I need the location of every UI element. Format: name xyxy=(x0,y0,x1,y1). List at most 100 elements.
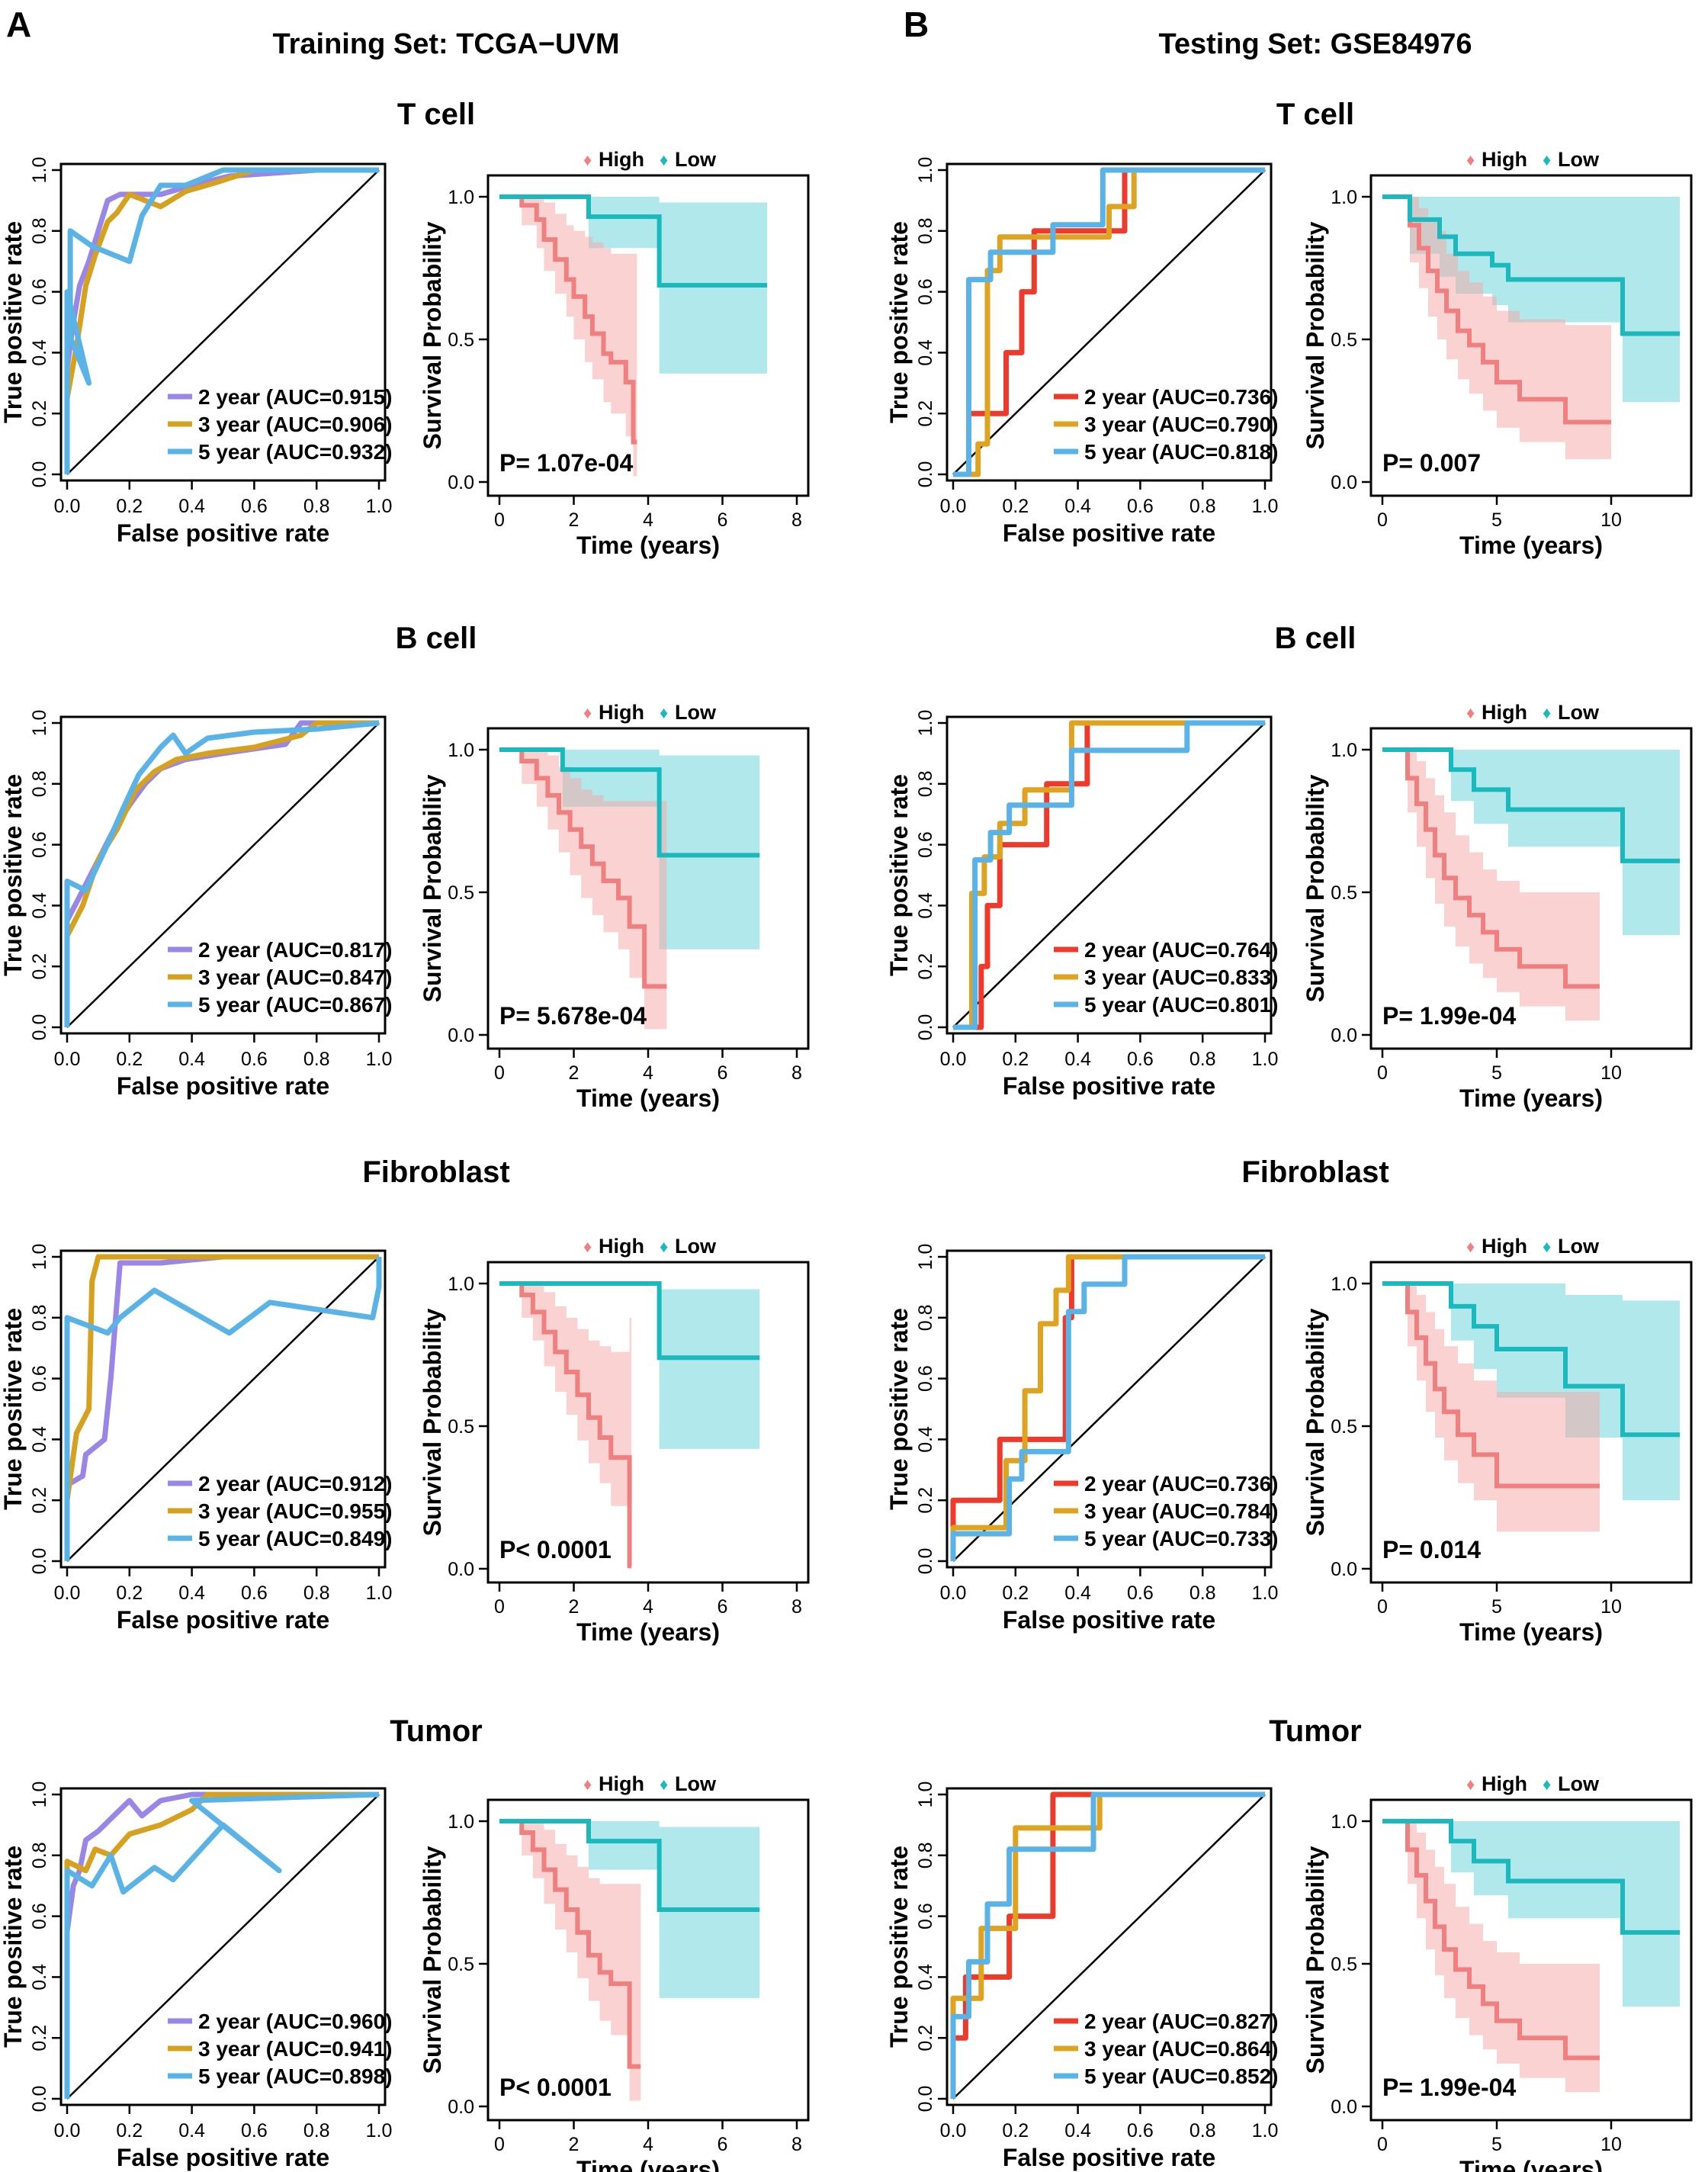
y-tick-label: 0.8 xyxy=(29,1304,50,1331)
roc-curve-2-year xyxy=(950,1791,1265,2099)
diagonal-reference-line xyxy=(66,722,380,1028)
x-tick-label: 1.0 xyxy=(1252,496,1279,517)
x-tick-label: 0 xyxy=(494,1596,505,1618)
plot-frame xyxy=(946,715,1273,1035)
low-legend-label: Low xyxy=(1558,701,1600,724)
p-value-label: P= 0.014 xyxy=(1382,1536,1481,1563)
y-tick-label: 0.4 xyxy=(29,1426,50,1453)
low-legend-marker: ♦ xyxy=(1543,703,1551,722)
y-tick-label: 0.6 xyxy=(29,1365,50,1392)
y-tick-label: 0.0 xyxy=(448,2096,474,2118)
x-tick-label: 6 xyxy=(718,2134,728,2155)
plot-frame xyxy=(946,1249,1273,1569)
legend-entry: 3 year (AUC=0.833) xyxy=(1084,966,1278,989)
y-tick-label: 1.0 xyxy=(448,187,474,208)
legend-entry: 3 year (AUC=0.864) xyxy=(1084,2037,1278,2061)
legend-entry: 2 year (AUC=0.912) xyxy=(198,1472,392,1496)
y-axis-label: Survival Probability xyxy=(419,1308,446,1536)
panel-letter-b: B xyxy=(904,5,929,44)
high-ci-band xyxy=(499,1284,632,1569)
x-tick-label: 5 xyxy=(1491,1062,1502,1084)
x-tick-label: 10 xyxy=(1600,1596,1622,1618)
y-tick-label: 1.0 xyxy=(915,1782,936,1808)
x-tick-label: 5 xyxy=(1491,1596,1502,1618)
y-tick-label: 0.4 xyxy=(29,1964,50,1990)
column-title-training: Training Set: TCGA−UVM xyxy=(273,28,620,60)
legend-entry: 5 year (AUC=0.867) xyxy=(198,993,392,1017)
low-ci-band xyxy=(499,197,767,374)
x-tick-label: 0.6 xyxy=(1127,1582,1154,1604)
x-tick-label: 0 xyxy=(1377,1062,1388,1084)
legend-entry: 3 year (AUC=0.955) xyxy=(198,1499,392,1523)
low-survival-curve xyxy=(1382,747,1680,863)
plot-frame xyxy=(59,1249,387,1569)
low-survival-curve xyxy=(499,1819,760,1912)
row-title-fibroblast-a: Fibroblast xyxy=(362,1155,509,1189)
low-legend-label: Low xyxy=(675,1772,717,1795)
x-tick-label: 2 xyxy=(569,1596,580,1618)
low-legend-marker: ♦ xyxy=(1543,1775,1551,1794)
roc-curve-2-year xyxy=(953,720,1265,1030)
y-axis-label: True positive rate xyxy=(0,221,27,423)
high-ci-band xyxy=(1382,750,1600,1021)
legend-entry: 5 year (AUC=0.849) xyxy=(198,1527,392,1550)
x-axis-label: False positive rate xyxy=(1003,519,1215,547)
x-tick-label: 6 xyxy=(718,509,728,531)
y-tick-label: 0.8 xyxy=(915,770,936,797)
y-axis-label: Survival Probability xyxy=(419,221,446,449)
roc-plot-A-fibro-roc: 0.0 0.2 0.4 0.6 0.8 1.0 0.0 0.2 0.4 0.6 0.8 1.0 Fals… xyxy=(0,1244,392,1634)
km-plot-B-fibro-km: 0 5 10 0.0 0.5 1.0 Time (years) Survival Probab… xyxy=(1302,1235,1693,1646)
high-ci-band xyxy=(499,750,667,1030)
x-tick-label: 5 xyxy=(1491,509,1502,531)
y-axis-label: Survival Probability xyxy=(1302,1846,1329,2074)
plot-frame xyxy=(59,162,387,482)
y-tick-label: 0.5 xyxy=(448,882,474,904)
roc-curve-3-year xyxy=(64,720,379,1027)
y-tick-label: 0.5 xyxy=(448,1954,474,1975)
y-tick-label: 0.2 xyxy=(915,953,936,980)
y-tick-label: 0.5 xyxy=(1331,882,1357,904)
y-tick-label: 1.0 xyxy=(1331,1811,1357,1833)
x-tick-label: 1.0 xyxy=(1252,1582,1279,1604)
x-axis-label: Time (years) xyxy=(576,2156,720,2172)
low-legend-label: Low xyxy=(1558,1235,1600,1258)
low-legend-marker: ♦ xyxy=(660,1237,668,1256)
legend-entry: 3 year (AUC=0.941) xyxy=(198,2037,392,2061)
y-tick-label: 0.6 xyxy=(915,831,936,858)
y-tick-label: 0.8 xyxy=(915,1842,936,1868)
low-survival-curve xyxy=(499,747,760,858)
y-tick-label: 0.4 xyxy=(29,892,50,919)
y-tick-label: 0.2 xyxy=(915,2025,936,2052)
row-title-tumor-a: Tumor xyxy=(390,1714,482,1748)
x-tick-label: 0.8 xyxy=(303,2120,330,2141)
high-survival-curve xyxy=(1382,747,1600,989)
x-tick-label: 0.2 xyxy=(116,496,143,517)
x-tick-label: 0.4 xyxy=(1064,496,1091,517)
x-tick-label: 0.2 xyxy=(116,2120,143,2141)
y-tick-label: 0.4 xyxy=(915,339,936,366)
km-plot-B-tumor-km: 0 5 10 0.0 0.5 1.0 Time (years) Survival Probab… xyxy=(1302,1772,1693,2172)
legend-entry: 2 year (AUC=0.915) xyxy=(198,385,392,409)
x-tick-label: 1.0 xyxy=(366,2120,393,2141)
legend-entry: 2 year (AUC=0.960) xyxy=(198,2010,392,2033)
high-legend-label: High xyxy=(1482,1772,1527,1795)
x-tick-label: 0.8 xyxy=(1190,496,1216,517)
km-plot-B-bcell-km: 0 5 10 0.0 0.5 1.0 Time (years) Survival Probab… xyxy=(1302,701,1693,1112)
x-tick-label: 5 xyxy=(1491,2134,1502,2155)
x-tick-label: 0.8 xyxy=(1190,2120,1216,2141)
x-tick-label: 0.4 xyxy=(178,2120,205,2141)
y-tick-label: 0.0 xyxy=(448,472,474,493)
roc-curve-5-year xyxy=(953,720,1265,1030)
x-tick-label: 0.0 xyxy=(54,2120,81,2141)
x-tick-label: 0.6 xyxy=(241,1582,268,1604)
x-tick-label: 8 xyxy=(791,1062,802,1084)
x-axis-label: Time (years) xyxy=(576,1084,720,1112)
y-tick-label: 0.0 xyxy=(29,2086,50,2113)
plot-frame xyxy=(1369,1798,1693,2122)
x-tick-label: 0.4 xyxy=(178,1582,205,1604)
high-survival-curve xyxy=(499,747,667,989)
low-legend-marker: ♦ xyxy=(660,150,668,169)
km-plot-A-fibro-km: 0 2 4 6 8 0.0 0.5 1.0 Time (years) Survival Proba… xyxy=(419,1235,810,1646)
x-tick-label: 0.8 xyxy=(1190,1049,1216,1070)
legend-entry: 2 year (AUC=0.736) xyxy=(1084,1472,1278,1496)
